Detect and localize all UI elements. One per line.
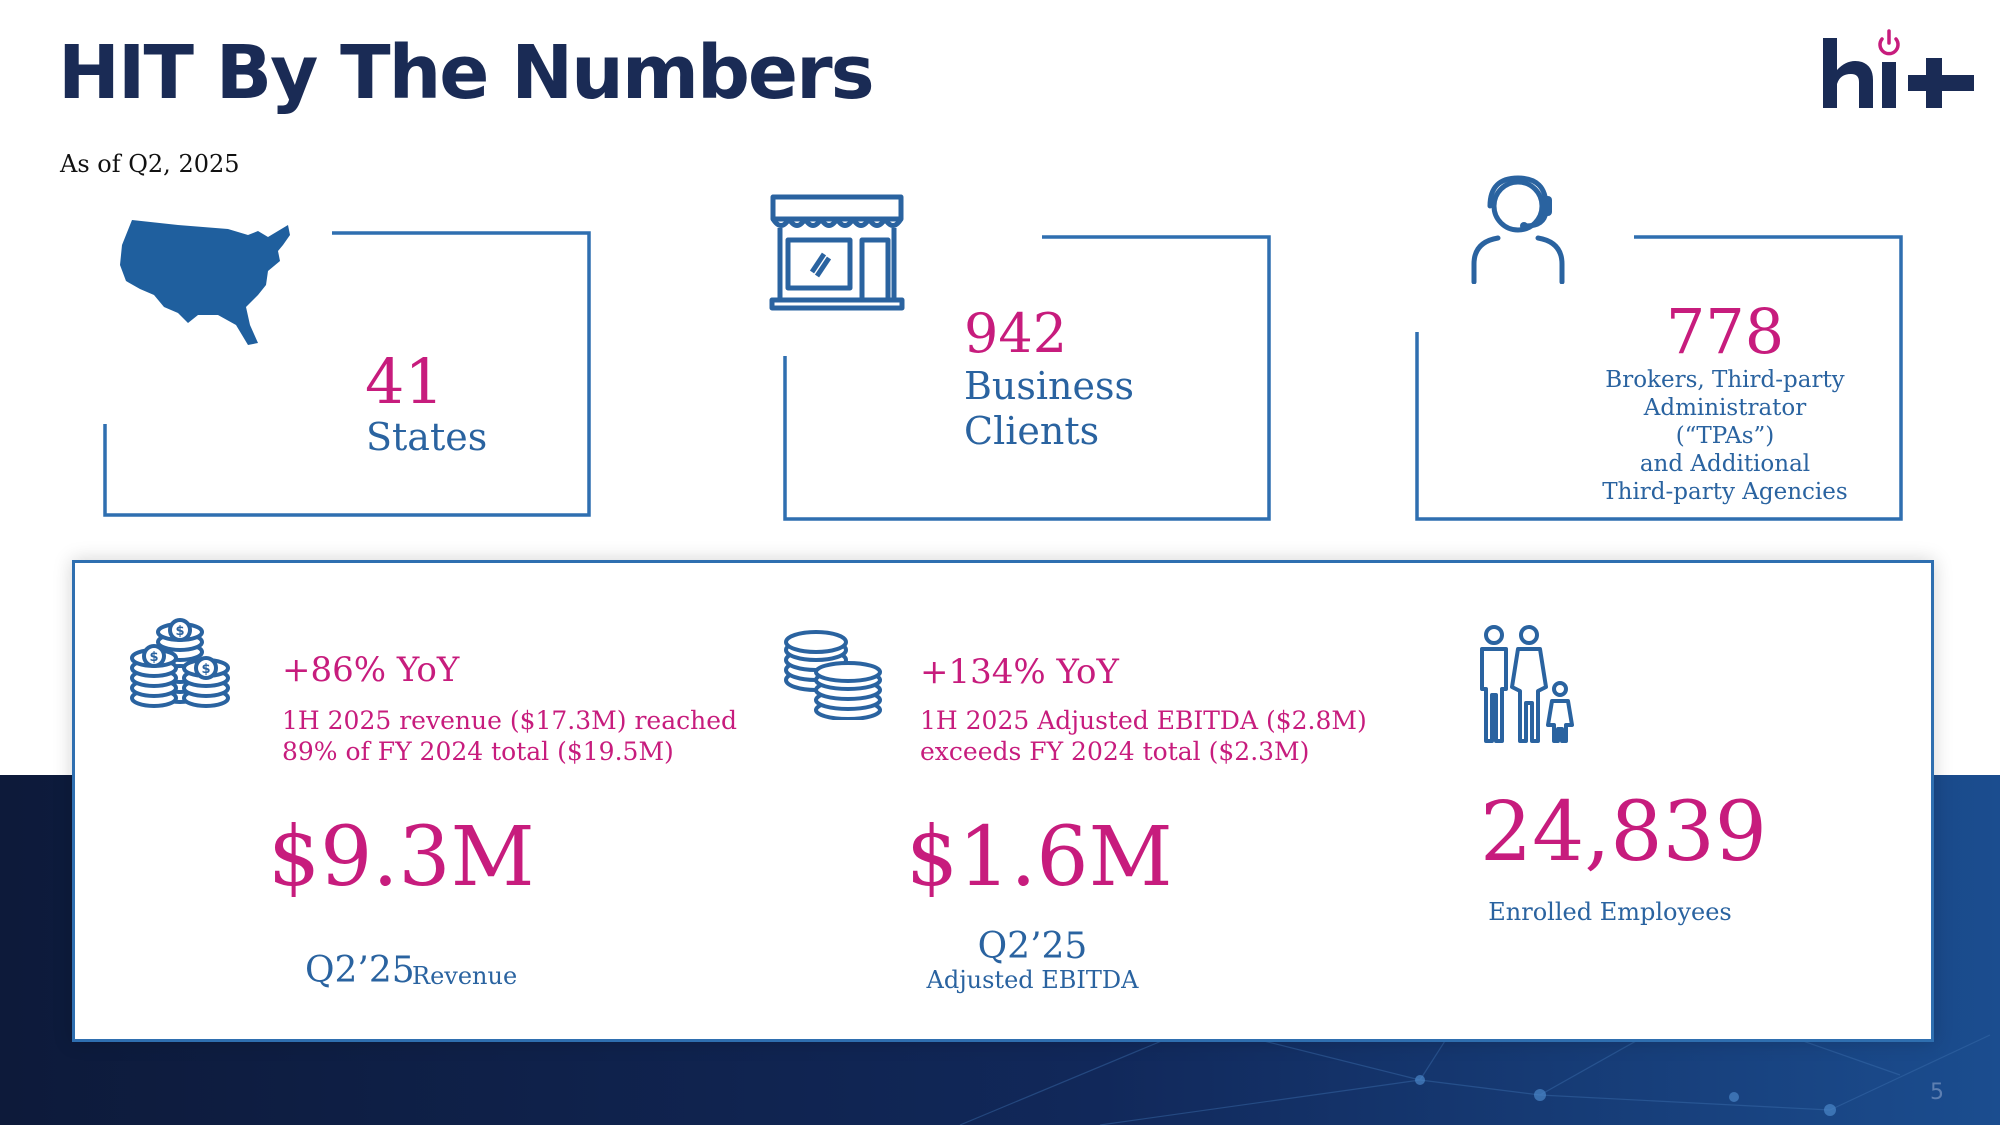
brokers-label-line: and Additional bbox=[1639, 451, 1811, 477]
brokers-label-line: Third-party Agencies bbox=[1602, 479, 1848, 505]
svg-text:$: $ bbox=[149, 650, 158, 665]
coin-stacks-icon: $ $ $ bbox=[130, 618, 230, 708]
page-title: HIT By The Numbers bbox=[58, 30, 875, 116]
revenue-period: Q2’25 bbox=[305, 950, 415, 991]
ebitda-yoy: +134% YoY bbox=[920, 652, 1119, 692]
coins-icon bbox=[784, 630, 882, 720]
page-number: 5 bbox=[1930, 1080, 1944, 1105]
card-frame-brokers bbox=[1415, 235, 1903, 521]
ebitda-value: $1.6M bbox=[906, 810, 1173, 905]
headset-agent-icon bbox=[1471, 175, 1565, 284]
revenue-description-line: 1H 2025 revenue ($17.3M) reached bbox=[282, 706, 738, 735]
states-label: States bbox=[366, 415, 488, 459]
financial-panel bbox=[72, 560, 1934, 1042]
business-clients-label: Business Clients bbox=[964, 364, 1224, 454]
brokers-label-line: Administrator bbox=[1643, 395, 1807, 421]
business-clients-label-line: Business bbox=[964, 364, 1135, 408]
employees-value: 24,839 bbox=[1480, 785, 1767, 880]
revenue-metric: Revenue bbox=[412, 962, 518, 990]
business-clients-label-line: Clients bbox=[964, 409, 1100, 453]
revenue-value: $9.3M bbox=[268, 810, 535, 905]
employees-metric: Enrolled Employees bbox=[1488, 898, 1732, 926]
business-clients-value: 942 bbox=[964, 302, 1068, 365]
storefront-icon bbox=[769, 194, 905, 311]
family-icon bbox=[1480, 625, 1574, 743]
ebitda-description: 1H 2025 Adjusted EBITDA ($2.8M) exceeds … bbox=[920, 705, 1440, 767]
page-subtitle: As of Q2, 2025 bbox=[60, 150, 240, 178]
svg-text:$: $ bbox=[175, 624, 184, 639]
revenue-description-line: 89% of FY 2024 total ($19.5M) bbox=[282, 737, 674, 766]
usa-map-icon bbox=[120, 220, 290, 345]
brokers-value: 778 bbox=[1665, 295, 1785, 368]
ebitda-description-line: 1H 2025 Adjusted EBITDA ($2.8M) bbox=[920, 706, 1367, 735]
brokers-label: Brokers, Third-party Administrator (“TPA… bbox=[1570, 366, 1880, 506]
ebitda-metric: Adjusted EBITDA bbox=[926, 966, 1139, 994]
revenue-description: 1H 2025 revenue ($17.3M) reached 89% of … bbox=[282, 705, 762, 767]
ebitda-description-line: exceeds FY 2024 total ($2.3M) bbox=[920, 737, 1310, 766]
card-frame-states bbox=[103, 231, 591, 517]
card-frame-business bbox=[783, 235, 1271, 521]
ebitda-period: Q2’25 bbox=[977, 926, 1088, 967]
brokers-label-line: (“TPAs”) bbox=[1675, 423, 1775, 449]
states-value: 41 bbox=[365, 345, 444, 418]
svg-text:$: $ bbox=[201, 662, 210, 677]
brokers-label-line: Brokers, Third-party bbox=[1605, 367, 1845, 393]
power-icon bbox=[1878, 29, 1900, 56]
hit-logo bbox=[1823, 29, 1974, 108]
revenue-yoy: +86% YoY bbox=[282, 650, 460, 690]
